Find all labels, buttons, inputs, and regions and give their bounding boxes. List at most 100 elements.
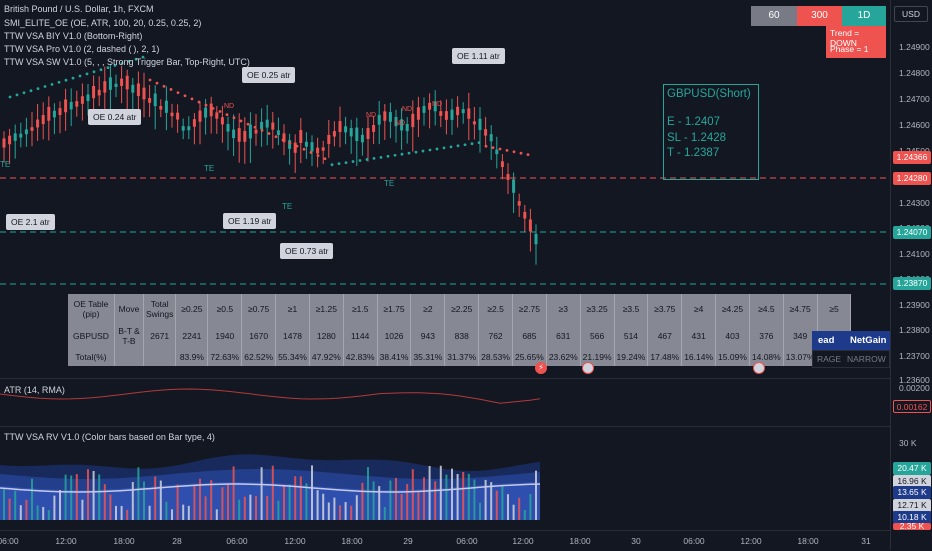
candle-body — [8, 135, 12, 145]
price-tick: 1.23700 — [899, 351, 930, 361]
oe-table-cell: 38.41% — [377, 348, 412, 366]
oe-table-cell: ≥2.25 — [444, 294, 480, 324]
volume-bar — [523, 509, 526, 520]
volume-bar — [311, 465, 313, 520]
trail-dot — [85, 72, 89, 76]
volume-bar — [283, 484, 285, 520]
trail-dot — [274, 135, 278, 139]
vsa-tag: 2.35 K — [893, 523, 931, 530]
trail-dot — [456, 144, 460, 148]
candle-body — [64, 99, 68, 113]
netgain-right: NARROW — [847, 354, 886, 364]
volume-bar — [25, 499, 28, 520]
indicator-legend-2[interactable]: TTW VSA BIY V1.0 (Bottom-Right) — [4, 31, 143, 41]
volume-bar — [518, 497, 521, 520]
atr-line — [0, 388, 541, 404]
volume-bar — [87, 469, 89, 520]
oe-table-cell: ≥3.5 — [614, 294, 649, 324]
vsa-rv-legend[interactable]: TTW VSA RV V1.0 (Color bars based on Bar… — [4, 432, 215, 442]
volume-bar — [47, 509, 50, 520]
volume-bar — [64, 474, 67, 520]
candle-body — [192, 119, 196, 127]
volume-bar — [490, 482, 493, 520]
trail-dot — [106, 66, 110, 69]
candle-body — [142, 87, 146, 100]
volume-bar — [395, 477, 397, 520]
atr-value-tag: 0.00162 — [893, 400, 931, 413]
oe-table-cell: 21.19% — [580, 348, 615, 366]
candle-body — [293, 142, 297, 153]
oe-table-cell: ≥0.75 — [241, 294, 277, 324]
volume-bar — [372, 481, 375, 520]
oe-table-cell: 19.24% — [614, 348, 649, 366]
candle-body — [170, 112, 174, 117]
indicator-legend-4[interactable]: TTW VSA SW V1.0 (5, , , Strong Trigger B… — [4, 57, 250, 67]
volume-bar — [266, 495, 269, 520]
atr-legend[interactable]: ATR (14, RMA) — [4, 385, 65, 395]
volume-bar — [383, 507, 386, 520]
indicator-legend-3[interactable]: TTW VSA Pro V1.0 (2, dashed ( ), 2, 1) — [4, 44, 160, 54]
volume-bar — [115, 505, 117, 520]
trail-dot — [295, 144, 299, 148]
time-tick: 18:00 — [569, 536, 591, 546]
candle-body — [484, 129, 488, 136]
trail-dot — [288, 141, 292, 145]
candle-body — [444, 111, 448, 120]
phase-text: Phase = 1 — [830, 44, 869, 54]
candle-body — [512, 179, 516, 193]
us-flag-event-icon[interactable] — [753, 362, 765, 374]
trade-target: T - 1.2387 — [667, 147, 720, 159]
te-label: TE — [384, 179, 395, 188]
lightning-icon[interactable]: ⚡ — [535, 362, 547, 374]
currency-button[interactable]: USD — [894, 6, 928, 22]
candle-body — [108, 77, 112, 90]
candle-body — [517, 201, 521, 206]
volume-bar — [199, 478, 201, 520]
atr-tick: 0.00200 — [899, 383, 930, 393]
volume-bar — [344, 502, 347, 520]
candle-body — [450, 109, 454, 120]
vsa-tag: 12.71 K — [893, 499, 931, 512]
oe-table-cell: Total(%) — [68, 348, 115, 366]
trail-dot — [36, 87, 40, 90]
candle-body — [388, 112, 392, 122]
vsa-tick: 30 K — [899, 438, 917, 448]
volume-bar — [277, 500, 280, 520]
oe-table-cell: ≥1.25 — [309, 294, 344, 324]
candle-body — [355, 127, 359, 141]
volume-bar — [227, 483, 229, 520]
us-flag-event-icon[interactable] — [582, 362, 594, 374]
trail-dot — [344, 161, 348, 165]
candle-body — [360, 134, 364, 143]
volume-bar — [131, 481, 134, 520]
volume-bar — [204, 496, 207, 520]
indicator-legend-1[interactable]: SMI_ELITE_OE (OE, ATR, 100, 20, 0.25, 0.… — [4, 18, 202, 28]
timeframe-300-button[interactable]: 300 — [797, 6, 842, 26]
price-tick: 1.24700 — [899, 94, 930, 104]
oe-table: OE Table (pip) Move Total Swings ≥0.25 ≥0.5 ≥… — [68, 294, 852, 366]
candle-body — [523, 211, 527, 219]
candle-body — [316, 147, 320, 154]
price-axis[interactable]: USD 1.249001.248001.247001.246001.245001… — [890, 0, 932, 550]
volume-bar — [176, 484, 179, 520]
oe-table-cell: B-T & T-B — [114, 324, 144, 348]
timeframe-1d-button[interactable]: 1D — [842, 6, 886, 26]
volume-bar — [473, 479, 476, 520]
volume-bar — [120, 505, 123, 520]
vsa-tag: 20.47 K — [893, 462, 931, 475]
price-tick: 1.24900 — [899, 42, 930, 52]
trail-dot — [491, 146, 495, 150]
trail-dot — [50, 83, 54, 86]
candle-body — [383, 111, 387, 121]
trail-dot — [127, 59, 131, 63]
price-chart[interactable] — [0, 0, 890, 530]
volume-bar — [367, 467, 369, 520]
nd-label: ND — [432, 101, 443, 108]
oe-table-cell: 376 — [749, 324, 784, 348]
volume-bar — [159, 480, 162, 520]
pane-separator[interactable] — [0, 378, 932, 379]
timeframe-60-button[interactable]: 60 — [751, 6, 797, 26]
pane-separator[interactable] — [0, 426, 932, 427]
time-axis[interactable]: 06:00 12:00 18:00 28 06:00 12:00 18:00 29 06:00 1… — [0, 530, 890, 551]
oe-table-cell: Move — [114, 294, 144, 324]
